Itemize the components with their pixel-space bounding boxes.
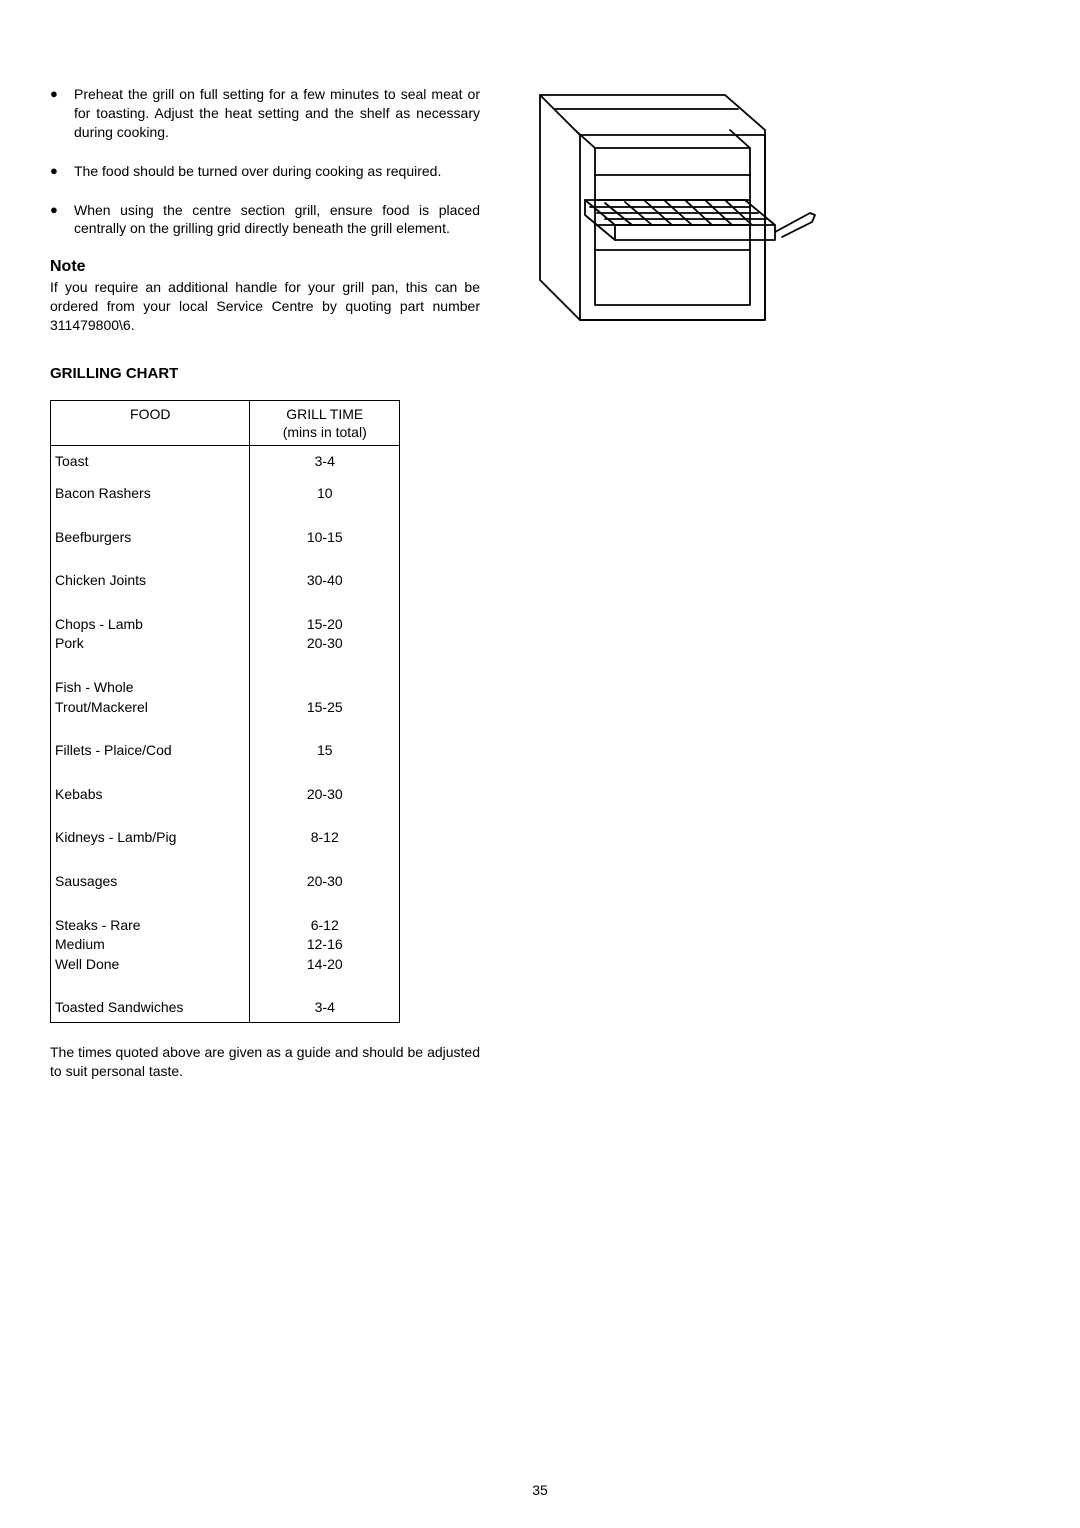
oven-illustration — [510, 85, 820, 345]
table-row: Beefburgers10-15 — [51, 522, 400, 566]
table-header-time: GRILL TIME (mins in total) — [250, 401, 400, 446]
table-cell-food: Kidneys - Lamb/Pig — [51, 822, 250, 866]
bullet-item: The food should be turned over during co… — [50, 162, 480, 181]
table-cell-time: 8-12 — [250, 822, 400, 866]
table-cell-food: Sausages — [51, 866, 250, 910]
table-cell-food: Beefburgers — [51, 522, 250, 566]
bullet-text: The food should be turned over during co… — [74, 163, 441, 179]
table-cell-time: 30-40 — [250, 565, 400, 609]
table-row: Toast3-4 — [51, 446, 400, 478]
bullet-item: Preheat the grill on full setting for a … — [50, 85, 480, 142]
table-cell-time: 3-4 — [250, 446, 400, 478]
table-cell-food: Kebabs — [51, 779, 250, 823]
table-row: Kidneys - Lamb/Pig8-12 — [51, 822, 400, 866]
bullet-list: Preheat the grill on full setting for a … — [50, 85, 480, 238]
table-cell-food: Fish - Whole Trout/Mackerel — [51, 672, 250, 735]
table-row: Sausages20-30 — [51, 866, 400, 910]
grilling-table: FOOD GRILL TIME (mins in total) Toast3-4… — [50, 400, 400, 1023]
table-cell-food: Toasted Sandwiches — [51, 992, 250, 1022]
table-cell-food: Chops - Lamb Pork — [51, 609, 250, 672]
bullet-text: When using the centre section grill, ens… — [74, 202, 480, 237]
table-cell-time: 15 — [250, 735, 400, 779]
caption-text: The times quoted above are given as a gu… — [50, 1043, 480, 1081]
page-content: Preheat the grill on full setting for a … — [0, 0, 1080, 1111]
table-cell-food: Fillets - Plaice/Cod — [51, 735, 250, 779]
table-cell-time: 15-25 — [250, 672, 400, 735]
note-heading: Note — [50, 258, 480, 276]
table-row: Fillets - Plaice/Cod15 — [51, 735, 400, 779]
bullet-item: When using the centre section grill, ens… — [50, 201, 480, 239]
table-cell-food: Toast — [51, 446, 250, 478]
table-cell-food: Chicken Joints — [51, 565, 250, 609]
table-row: Toasted Sandwiches3-4 — [51, 992, 400, 1022]
table-cell-time: 20-30 — [250, 866, 400, 910]
bullet-text: Preheat the grill on full setting for a … — [74, 86, 480, 140]
table-row: Chicken Joints30-40 — [51, 565, 400, 609]
table-cell-time: 20-30 — [250, 779, 400, 823]
page-number: 35 — [0, 1482, 1080, 1498]
table-header-food: FOOD — [51, 401, 250, 446]
table-row: Chops - Lamb Pork15-20 20-30 — [51, 609, 400, 672]
right-column — [510, 85, 960, 1081]
table-cell-time: 3-4 — [250, 992, 400, 1022]
table-cell-time: 10-15 — [250, 522, 400, 566]
table-cell-food: Bacon Rashers — [51, 478, 250, 522]
table-row: Kebabs20-30 — [51, 779, 400, 823]
table-cell-time: 10 — [250, 478, 400, 522]
table-row: Steaks - Rare Medium Well Done6-12 12-16… — [51, 910, 400, 993]
left-column: Preheat the grill on full setting for a … — [50, 85, 480, 1081]
table-row: Bacon Rashers10 — [51, 478, 400, 522]
table-cell-time: 15-20 20-30 — [250, 609, 400, 672]
table-cell-food: Steaks - Rare Medium Well Done — [51, 910, 250, 993]
chart-heading: GRILLING CHART — [50, 365, 480, 382]
table-body: Toast3-4Bacon Rashers10Beefburgers10-15C… — [51, 446, 400, 1023]
note-text: If you require an additional handle for … — [50, 278, 480, 335]
table-row: Fish - Whole Trout/Mackerel 15-25 — [51, 672, 400, 735]
table-cell-time: 6-12 12-16 14-20 — [250, 910, 400, 993]
